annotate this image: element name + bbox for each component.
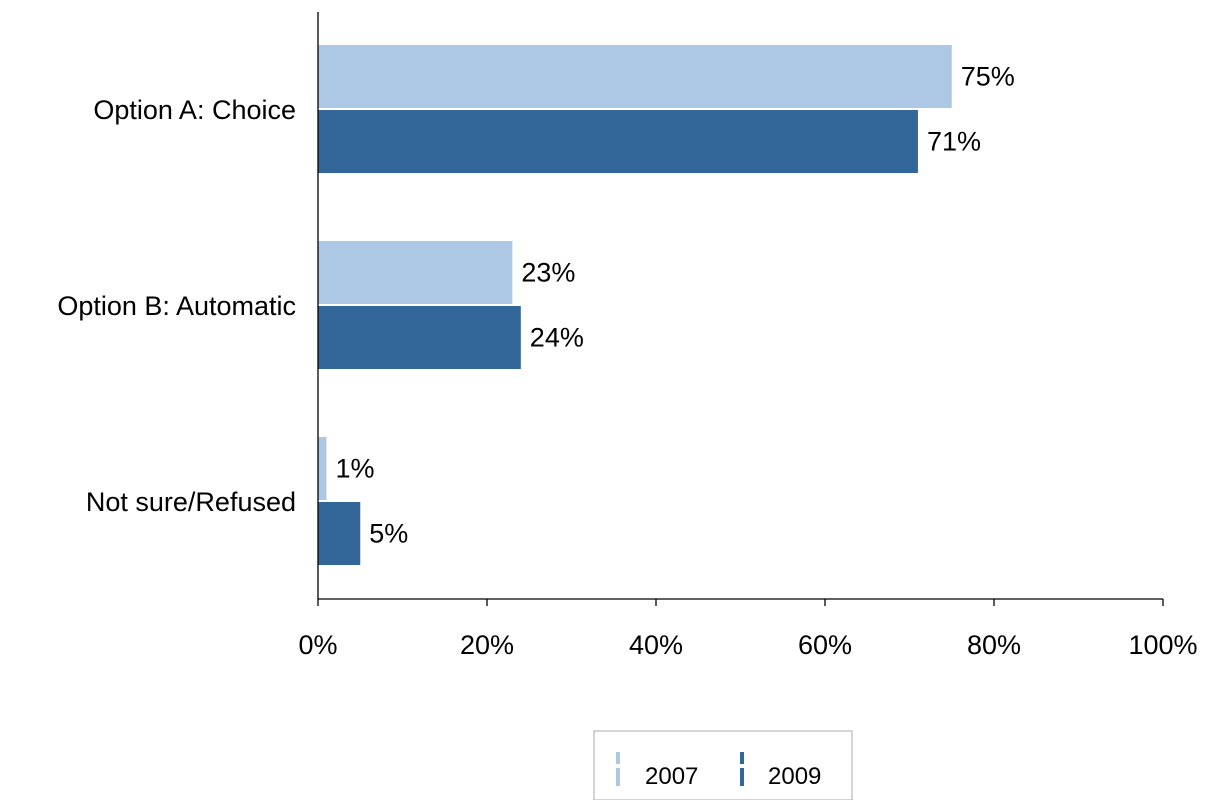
legend-label-2007: 2007 xyxy=(645,763,698,790)
bar-2007-1 xyxy=(318,241,513,304)
legend-swatch-bottom-2007 xyxy=(616,768,620,786)
x-tick-label-1: 20% xyxy=(460,630,514,660)
bar-2009-0 xyxy=(318,110,918,173)
x-tick-label-2: 40% xyxy=(629,630,683,660)
x-tick-label-3: 60% xyxy=(798,630,852,660)
legend-label-2009: 2009 xyxy=(768,763,821,790)
legend: 2007 2009 xyxy=(593,730,853,800)
data-label-2007-0: 75% xyxy=(961,62,1015,92)
legend-swatch-top-2007 xyxy=(616,752,620,764)
bar-2007-2 xyxy=(318,437,327,500)
x-tick-label-5: 100% xyxy=(1128,630,1197,660)
bar-2009-2 xyxy=(318,502,361,565)
data-label-2007-2: 1% xyxy=(335,454,374,484)
x-tick-label-0: 0% xyxy=(298,630,337,660)
bars-group xyxy=(318,45,952,565)
data-label-2009-2: 5% xyxy=(369,519,408,549)
category-label-2: Not sure/Refused xyxy=(86,487,296,517)
x-tick-label-4: 80% xyxy=(967,630,1021,660)
data-label-2009-1: 24% xyxy=(530,323,584,353)
category-label-0: Option A: Choice xyxy=(93,95,296,125)
legend-swatch-top-2009 xyxy=(740,752,744,764)
category-labels-group: Option A: Choice Option B: Automatic Not s… xyxy=(57,95,296,517)
axes-group xyxy=(317,12,1163,600)
data-labels-group: 75% 71% 23% 24% 1% 5% xyxy=(335,62,1014,549)
bar-2007-0 xyxy=(318,45,952,108)
x-ticks-group: 0% 20% 40% 60% 80% 100% xyxy=(298,599,1198,660)
bar-2009-1 xyxy=(318,306,521,369)
legend-box xyxy=(593,730,853,800)
category-label-1: Option B: Automatic xyxy=(57,291,296,321)
data-label-2009-0: 71% xyxy=(927,127,981,157)
data-label-2007-1: 23% xyxy=(521,258,575,288)
legend-swatch-bottom-2009 xyxy=(740,768,744,786)
